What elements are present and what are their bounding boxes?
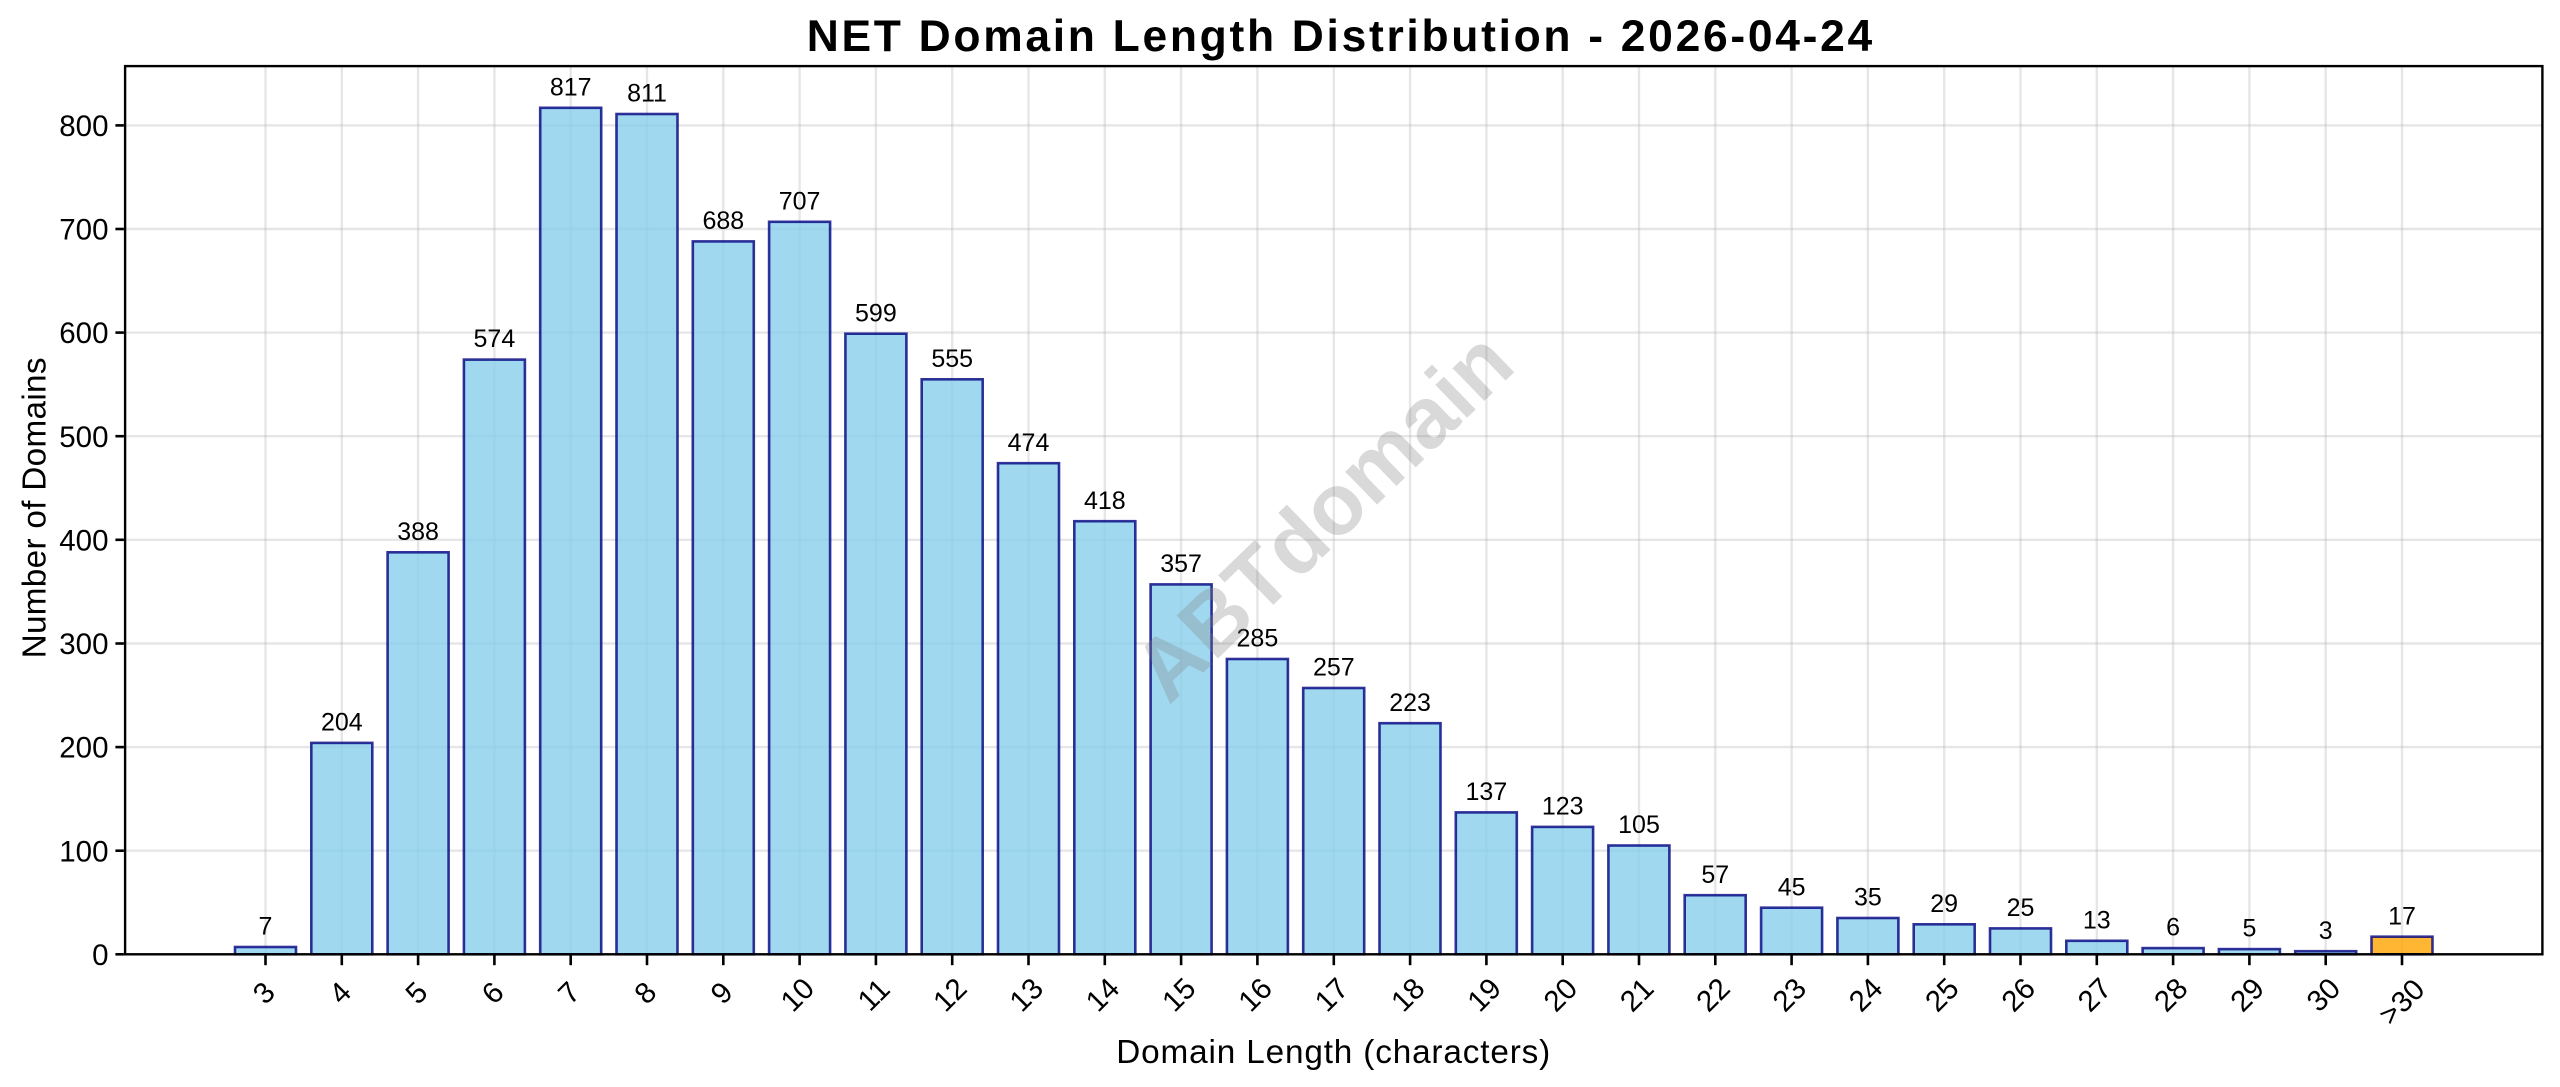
svg-text:204: 204 — [321, 709, 363, 737]
svg-text:285: 285 — [1237, 625, 1279, 653]
svg-text:14: 14 — [1080, 972, 1127, 1019]
svg-text:13: 13 — [2083, 906, 2111, 934]
svg-text:17: 17 — [1309, 972, 1356, 1019]
svg-text:388: 388 — [397, 518, 439, 546]
svg-text:599: 599 — [855, 299, 897, 327]
svg-text:474: 474 — [1008, 429, 1050, 457]
svg-text:25: 25 — [2007, 894, 2035, 922]
svg-text:13: 13 — [1003, 972, 1050, 1019]
svg-text:100: 100 — [59, 835, 108, 868]
svg-text:7: 7 — [259, 913, 273, 941]
svg-text:5: 5 — [399, 976, 434, 1011]
svg-text:7: 7 — [552, 976, 587, 1011]
svg-text:574: 574 — [474, 325, 516, 353]
svg-text:4: 4 — [323, 976, 358, 1011]
svg-text:22: 22 — [1690, 972, 1737, 1019]
svg-text:811: 811 — [627, 80, 667, 108]
svg-text:15: 15 — [1156, 972, 1203, 1019]
svg-text:>30: >30 — [2373, 973, 2432, 1032]
svg-text:Domain Length (characters): Domain Length (characters) — [1116, 1034, 1551, 1071]
svg-text:688: 688 — [702, 207, 744, 235]
svg-text:11: 11 — [852, 973, 897, 1018]
svg-text:30: 30 — [2301, 972, 2348, 1019]
svg-text:6: 6 — [2166, 914, 2180, 942]
svg-text:57: 57 — [1701, 861, 1729, 889]
svg-text:25: 25 — [1919, 972, 1966, 1019]
svg-text:9: 9 — [705, 976, 740, 1011]
svg-text:10: 10 — [774, 972, 821, 1019]
svg-text:8: 8 — [628, 976, 663, 1011]
svg-text:20: 20 — [1538, 972, 1585, 1019]
svg-text:800: 800 — [59, 110, 108, 143]
svg-text:257: 257 — [1313, 654, 1355, 682]
svg-text:23: 23 — [1766, 972, 1813, 1019]
svg-text:700: 700 — [59, 214, 108, 247]
svg-text:29: 29 — [2224, 972, 2271, 1019]
svg-text:137: 137 — [1466, 778, 1508, 806]
svg-text:NET Domain Length Distribution: NET Domain Length Distribution - 2026-04… — [807, 12, 1875, 61]
svg-text:27: 27 — [2072, 972, 2119, 1019]
svg-text:555: 555 — [931, 345, 973, 373]
svg-text:5: 5 — [2242, 915, 2256, 943]
svg-text:18: 18 — [1385, 972, 1432, 1019]
svg-text:28: 28 — [2148, 972, 2195, 1019]
svg-text:300: 300 — [59, 628, 108, 661]
svg-text:3: 3 — [247, 976, 282, 1011]
svg-text:35: 35 — [1854, 884, 1882, 912]
svg-text:6: 6 — [476, 976, 511, 1011]
svg-text:26: 26 — [1995, 972, 2042, 1019]
svg-text:817: 817 — [550, 73, 592, 101]
svg-text:19: 19 — [1461, 972, 1508, 1019]
svg-text:357: 357 — [1160, 550, 1202, 578]
svg-text:123: 123 — [1542, 793, 1584, 821]
svg-text:21: 21 — [1614, 972, 1661, 1019]
svg-text:400: 400 — [59, 524, 108, 557]
svg-text:17: 17 — [2388, 902, 2416, 930]
svg-text:45: 45 — [1778, 873, 1806, 901]
svg-text:707: 707 — [779, 187, 821, 215]
svg-text:500: 500 — [59, 421, 108, 454]
svg-text:29: 29 — [1930, 890, 1958, 918]
svg-text:105: 105 — [1618, 811, 1660, 839]
svg-text:0: 0 — [92, 939, 108, 972]
svg-text:600: 600 — [59, 317, 108, 350]
svg-text:223: 223 — [1389, 689, 1431, 717]
svg-text:12: 12 — [927, 972, 974, 1019]
svg-text:418: 418 — [1084, 487, 1126, 515]
svg-text:200: 200 — [59, 732, 108, 765]
svg-text:24: 24 — [1843, 972, 1890, 1019]
svg-text:3: 3 — [2319, 917, 2333, 945]
svg-text:16: 16 — [1232, 972, 1279, 1019]
svg-text:Number of Domains: Number of Domains — [16, 357, 53, 658]
